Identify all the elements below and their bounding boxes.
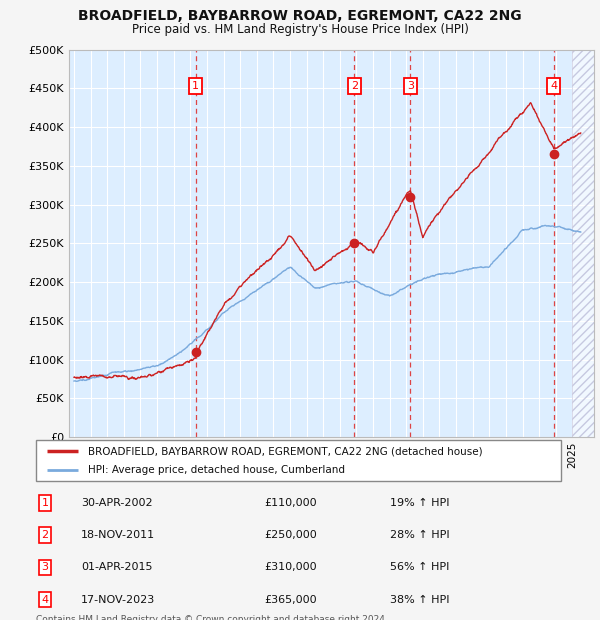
- Text: 4: 4: [550, 81, 557, 91]
- Text: 38% ↑ HPI: 38% ↑ HPI: [390, 595, 449, 604]
- Text: BROADFIELD, BAYBARROW ROAD, EGREMONT, CA22 2NG (detached house): BROADFIELD, BAYBARROW ROAD, EGREMONT, CA…: [89, 446, 483, 456]
- Text: 30-APR-2002: 30-APR-2002: [81, 498, 152, 508]
- FancyBboxPatch shape: [36, 440, 561, 480]
- Bar: [572, 50, 594, 437]
- Text: 01-APR-2015: 01-APR-2015: [81, 562, 152, 572]
- Text: 28% ↑ HPI: 28% ↑ HPI: [390, 530, 449, 540]
- Text: 56% ↑ HPI: 56% ↑ HPI: [390, 562, 449, 572]
- Text: £250,000: £250,000: [264, 530, 317, 540]
- Text: Price paid vs. HM Land Registry's House Price Index (HPI): Price paid vs. HM Land Registry's House …: [131, 23, 469, 36]
- Text: 18-NOV-2011: 18-NOV-2011: [81, 530, 155, 540]
- Text: £365,000: £365,000: [264, 595, 317, 604]
- Text: 4: 4: [41, 595, 49, 604]
- Text: 1: 1: [192, 81, 199, 91]
- Text: 3: 3: [41, 562, 49, 572]
- Text: HPI: Average price, detached house, Cumberland: HPI: Average price, detached house, Cumb…: [89, 464, 346, 475]
- Text: BROADFIELD, BAYBARROW ROAD, EGREMONT, CA22 2NG: BROADFIELD, BAYBARROW ROAD, EGREMONT, CA…: [78, 9, 522, 24]
- Text: £310,000: £310,000: [264, 562, 317, 572]
- Text: £110,000: £110,000: [264, 498, 317, 508]
- Text: 2: 2: [351, 81, 358, 91]
- Text: Contains HM Land Registry data © Crown copyright and database right 2024.: Contains HM Land Registry data © Crown c…: [36, 615, 388, 620]
- Text: 19% ↑ HPI: 19% ↑ HPI: [390, 498, 449, 508]
- Text: 2: 2: [41, 530, 49, 540]
- Text: 17-NOV-2023: 17-NOV-2023: [81, 595, 155, 604]
- Text: 3: 3: [407, 81, 414, 91]
- Text: 1: 1: [41, 498, 49, 508]
